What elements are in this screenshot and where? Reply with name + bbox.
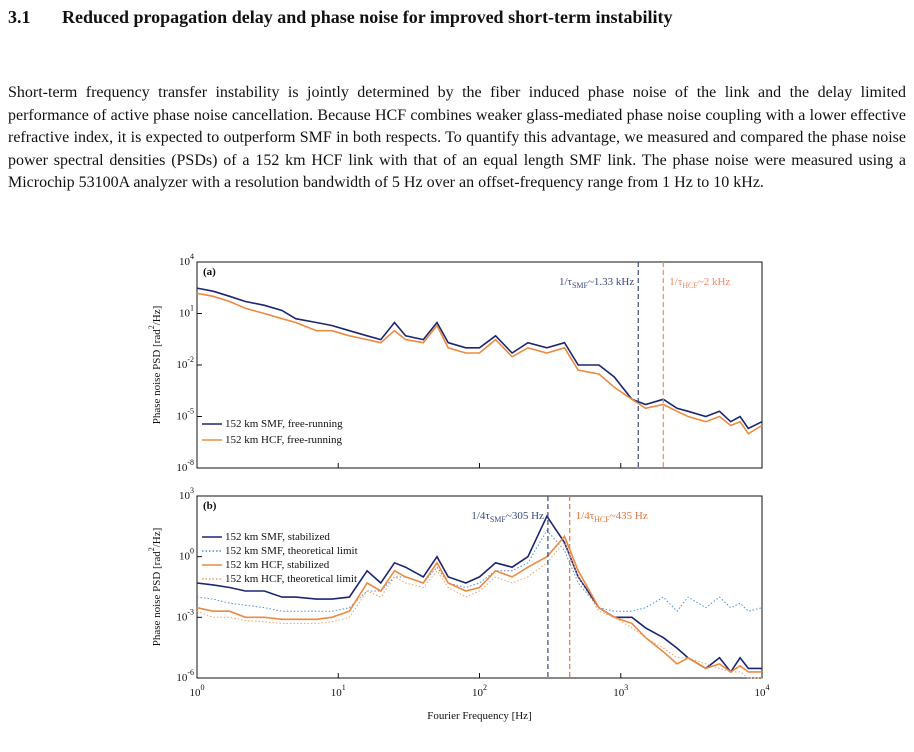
section-heading: 3.1 Reduced propagation delay and phase … — [8, 6, 898, 29]
legend-label: 152 km HCF, stabilized — [225, 559, 330, 571]
paragraph: Short-term frequency transfer instabilit… — [8, 84, 906, 192]
legend-label: 152 km SMF, stabilized — [225, 531, 330, 543]
x-axis-label: Fourier Frequency [Hz] — [427, 710, 531, 722]
y-tick-label: 10-5 — [176, 407, 194, 422]
marker-label: 1/4τHCF~435 Hz — [576, 510, 648, 525]
x-tick-label: 103 — [613, 683, 628, 698]
y-tick-label: 103 — [179, 486, 194, 501]
x-tick-label: 101 — [331, 683, 346, 698]
section-number: 3.1 — [8, 7, 31, 27]
y-tick-label: 10-6 — [176, 668, 194, 683]
y-tick-label: 101 — [179, 304, 194, 319]
series-line — [196, 287, 763, 430]
marker-label: 1/4τSMF~305 Hz — [471, 510, 544, 525]
series-line — [196, 514, 762, 674]
section-title: Reduced propagation delay and phase nois… — [62, 7, 673, 27]
y-tick-label: 10-8 — [176, 458, 194, 473]
x-tick-label: 102 — [472, 683, 487, 698]
y-axis-label: Phase noise PSD [rad2/Hz] — [147, 306, 162, 425]
x-tick-label: 100 — [190, 683, 205, 698]
legend-label: 152 km HCF, theoretical limit — [225, 573, 357, 585]
y-tick-label: 100 — [179, 547, 194, 562]
legend-label: 152 km HCF, free-running — [225, 434, 343, 446]
marker-label: 1/τSMF~1.33 kHz — [559, 276, 634, 291]
panel-label: (a) — [203, 266, 216, 278]
marker-label: 1/τHCF~2 kHz — [669, 276, 730, 291]
x-tick-label: 104 — [755, 683, 770, 698]
y-tick-label: 10-2 — [176, 355, 194, 370]
series-line — [196, 541, 762, 679]
series-line — [196, 292, 763, 435]
panel-label: (b) — [203, 500, 217, 512]
series-line — [196, 534, 762, 673]
legend-label: 152 km SMF, theoretical limit — [225, 545, 358, 557]
y-tick-label: 104 — [179, 252, 194, 267]
y-tick-label: 10-3 — [176, 608, 194, 623]
legend-label: 152 km SMF, free-running — [225, 418, 343, 430]
y-axis-label: Phase noise PSD [rad2/Hz] — [147, 528, 162, 647]
series-line — [196, 529, 763, 612]
